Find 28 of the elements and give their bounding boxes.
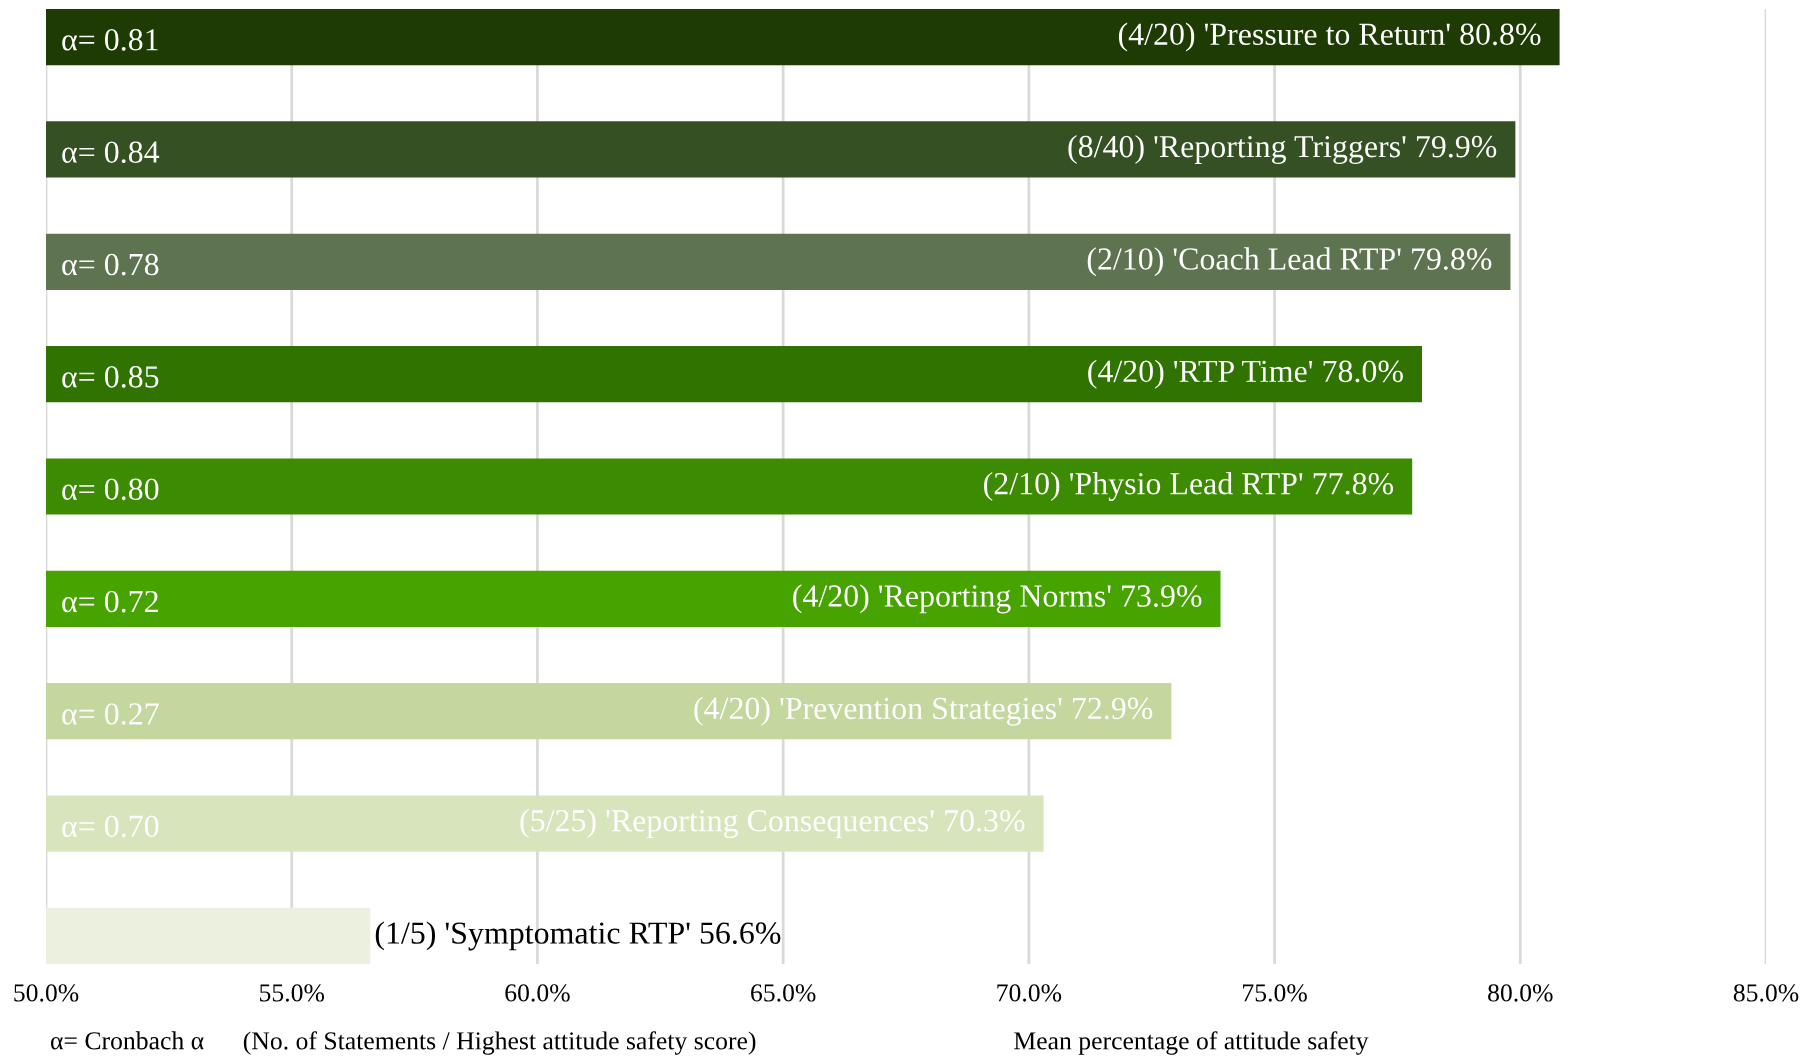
annotation: α= 0.78	[62, 253, 159, 276]
annotation: α= 0.72	[62, 590, 158, 613]
category-label: (5/25) 'Reporting Consequences' 70.3%	[520, 809, 1025, 839]
annotation: α= 0.84	[62, 141, 160, 164]
annotation: α= 0.80	[62, 478, 159, 501]
annotation: α= 0.81	[62, 29, 158, 51]
x-axis-title: Mean percentage of attitude safety	[1014, 1031, 1369, 1055]
category-label: (4/20) 'Reporting Norms' 73.9%	[793, 584, 1202, 614]
category-label: (8/40) 'Reporting Triggers' 79.9%	[1068, 134, 1497, 164]
x-tick-label: 75.0%	[1243, 984, 1307, 1002]
x-tick-label: 65.0%	[751, 984, 816, 1002]
x-tick-label: 85.0%	[1733, 984, 1799, 1002]
x-tick-label: 55.0%	[260, 984, 325, 1002]
category-label: (4/20) 'Prevention Strategies' 72.9%	[694, 696, 1153, 726]
x-tick-label: 50.0%	[14, 984, 79, 1002]
category-label: (4/20) 'Pressure to Return' 80.8%	[1118, 22, 1541, 52]
text: α= Cronbach α	[50, 1031, 204, 1050]
category-label: (1/5) 'Symptomatic RTP' 56.6%	[375, 921, 781, 951]
annotation: α= 0.70	[62, 815, 159, 838]
annotation: α= 0.27	[62, 703, 159, 725]
category-label: (2/10) 'Physio Lead RTP' 77.8%	[984, 471, 1394, 502]
annotation: α= 0.85	[62, 366, 159, 388]
text: (No. of Statements / Highest attitude safety score)	[243, 1031, 756, 1055]
category-label: (2/10) 'Coach Lead RTP' 79.8%	[1087, 247, 1492, 277]
x-tick-label: 70.0%	[997, 984, 1062, 1002]
category-label: (4/20) 'RTP Time' 78.0%	[1088, 359, 1403, 389]
x-tick-label: 80.0%	[1488, 984, 1553, 1002]
x-tick-label: 60.0%	[505, 984, 570, 1002]
